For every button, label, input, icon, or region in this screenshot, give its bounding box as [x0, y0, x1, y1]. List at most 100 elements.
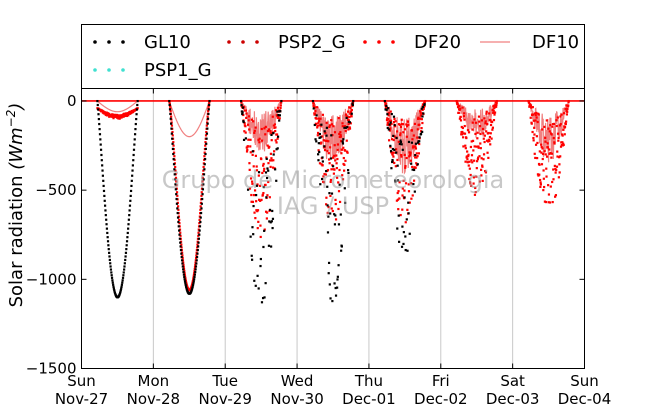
- series-df20-point: [347, 123, 350, 126]
- series-gl10-point: [200, 202, 203, 205]
- series-df20-point: [256, 227, 259, 230]
- series-df20-point: [411, 165, 414, 168]
- series-df20-point: [461, 130, 464, 134]
- series-df20-point: [248, 187, 252, 190]
- series-gl10-point: [112, 285, 115, 288]
- series-df20-point: [181, 254, 184, 257]
- series-gl10-point: [352, 99, 355, 103]
- series-df20-point: [327, 158, 331, 161]
- series-df20-point: [535, 111, 538, 115]
- series-df20-point: [315, 117, 318, 120]
- y-tick-label: 0: [67, 92, 77, 110]
- series-gl10-point: [208, 103, 211, 107]
- series-df20-point: [421, 112, 424, 115]
- series-df20-point: [337, 116, 340, 120]
- series-df20-point: [405, 156, 408, 160]
- series-gl10-point: [399, 140, 403, 144]
- series-df20-point: [174, 165, 177, 169]
- series-df20-point: [266, 211, 269, 214]
- series-gl10-point: [270, 245, 273, 248]
- series-gl10-point: [241, 106, 245, 109]
- series-gl10-point: [329, 157, 333, 160]
- series-df20-point: [248, 162, 251, 165]
- series-df20-point: [561, 134, 564, 137]
- series-gl10-point: [334, 286, 337, 290]
- series-df20-point: [341, 178, 345, 181]
- series-df20-point: [485, 112, 488, 115]
- series-df20-point: [316, 124, 319, 128]
- series-gl10-point: [191, 285, 194, 288]
- series-df20-point: [387, 112, 390, 115]
- series-gl10-point: [386, 126, 389, 130]
- series-df20-point: [467, 153, 470, 156]
- series-df20-point: [332, 125, 335, 128]
- series-df20-point: [348, 126, 351, 129]
- series-gl10-point: [191, 287, 194, 290]
- series-gl10-point: [326, 231, 330, 234]
- series-gl10-point: [391, 160, 394, 164]
- series-df20-point: [463, 112, 466, 115]
- series-df20-point: [414, 145, 417, 148]
- series-df20-point: [554, 167, 557, 170]
- series-gl10-point: [385, 104, 388, 107]
- series-df20-point: [479, 142, 482, 145]
- series-df20-point: [404, 221, 407, 224]
- series-gl10-point: [179, 245, 182, 248]
- series-gl10-point: [259, 264, 262, 268]
- series-df20-point: [392, 120, 396, 124]
- series-df20-point: [275, 141, 278, 144]
- series-df20-point: [314, 109, 317, 113]
- y-tick-label: −500: [35, 181, 76, 199]
- series-gl10-point: [264, 282, 267, 285]
- series-df20-point: [278, 117, 281, 120]
- series-df20-point: [417, 116, 420, 119]
- series-gl10-point: [179, 241, 182, 244]
- series-df20-point: [456, 106, 460, 109]
- series-df20-point: [403, 128, 407, 131]
- series-df20-point: [463, 132, 467, 135]
- series-gl10-point: [350, 112, 353, 115]
- x-tick-label-date: Dec-01: [342, 390, 396, 408]
- series-df20-point: [170, 121, 173, 124]
- series-gl10-point: [320, 123, 323, 126]
- series-df20-point: [260, 198, 263, 201]
- series-df20-point: [541, 152, 545, 156]
- series-gl10-point: [195, 262, 198, 265]
- series-gl10-point: [129, 189, 133, 193]
- series-df20-point: [553, 142, 556, 145]
- series-gl10-point: [99, 138, 102, 141]
- series-gl10-point: [343, 187, 346, 190]
- series-df20-point: [414, 147, 418, 150]
- series-df20-point: [168, 101, 171, 104]
- series-gl10-point: [174, 178, 177, 181]
- series-df20-point: [260, 157, 263, 161]
- series-df20-point: [462, 145, 465, 148]
- series-gl10-point: [311, 99, 315, 103]
- series-df20-point: [333, 131, 337, 134]
- series-df20-point: [335, 154, 338, 157]
- series-gl10-point: [128, 214, 131, 217]
- series-df20-point: [337, 207, 340, 211]
- series-df20-point: [419, 114, 422, 117]
- series-df20-point: [244, 109, 248, 112]
- series-df20-point: [397, 140, 400, 143]
- series-df20-point: [386, 123, 389, 126]
- series-df20-point: [266, 194, 269, 197]
- series-df20-point: [335, 166, 338, 170]
- series-df20-point: [347, 110, 350, 113]
- series-gl10-point: [202, 178, 205, 181]
- series-gl10-point: [241, 112, 244, 116]
- series-df20-point: [170, 124, 174, 127]
- plot-border: [81, 88, 585, 369]
- series-df20-point: [341, 174, 344, 177]
- series-df20-point: [323, 148, 327, 152]
- series-df20-point: [393, 117, 396, 120]
- series-df20-point: [534, 119, 537, 122]
- series-gl10-point: [199, 211, 203, 215]
- series-df20-point: [195, 254, 198, 257]
- series-gl10-point: [120, 285, 123, 288]
- series-gl10-point: [130, 184, 133, 188]
- legend-marker-psp2_g: [255, 40, 259, 44]
- series-df10-line: [168, 100, 210, 138]
- series-df20-point: [550, 152, 553, 155]
